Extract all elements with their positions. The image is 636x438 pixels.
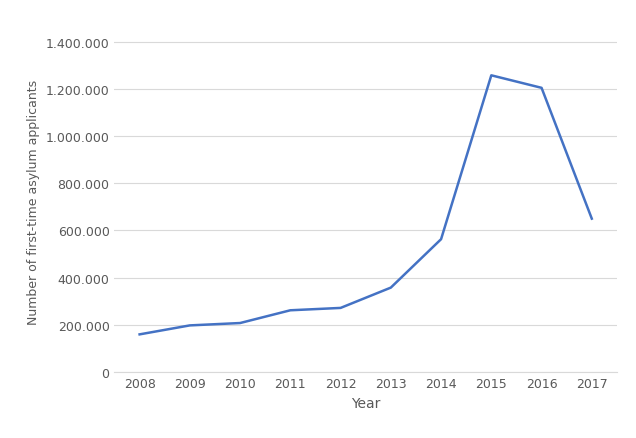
X-axis label: Year: Year (351, 396, 380, 410)
Y-axis label: Number of first-time asylum applicants: Number of first-time asylum applicants (27, 79, 40, 324)
